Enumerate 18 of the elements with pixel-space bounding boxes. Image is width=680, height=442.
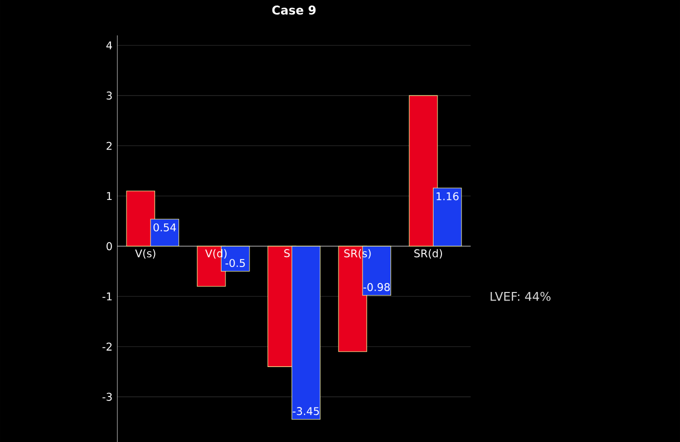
y-tick-label: 0 [106,242,112,250]
x-tick-label: V(s) [135,249,156,258]
y-tick-label: -3 [102,392,112,401]
data-label: 0.54 [154,223,176,232]
y-tick-label: 2 [106,142,112,150]
data-label: -0.98 [363,282,390,291]
y-tick-label: 4 [106,41,112,50]
y-tick-label: 3 [106,91,112,100]
data-label: -0.5 [225,258,245,267]
text: LVEF: 44% [490,292,551,301]
chart-title: Case 9 [272,5,316,14]
y-tick-label: -1 [102,292,112,300]
x-tick-label: S [284,248,290,258]
data-label: -3.45 [292,406,319,416]
data-label: 1.16 [436,192,459,200]
y-tick-label: -2 [102,342,112,350]
y-tick-label: 1 [107,192,112,200]
x-tick-label: SR(d) [414,249,442,259]
